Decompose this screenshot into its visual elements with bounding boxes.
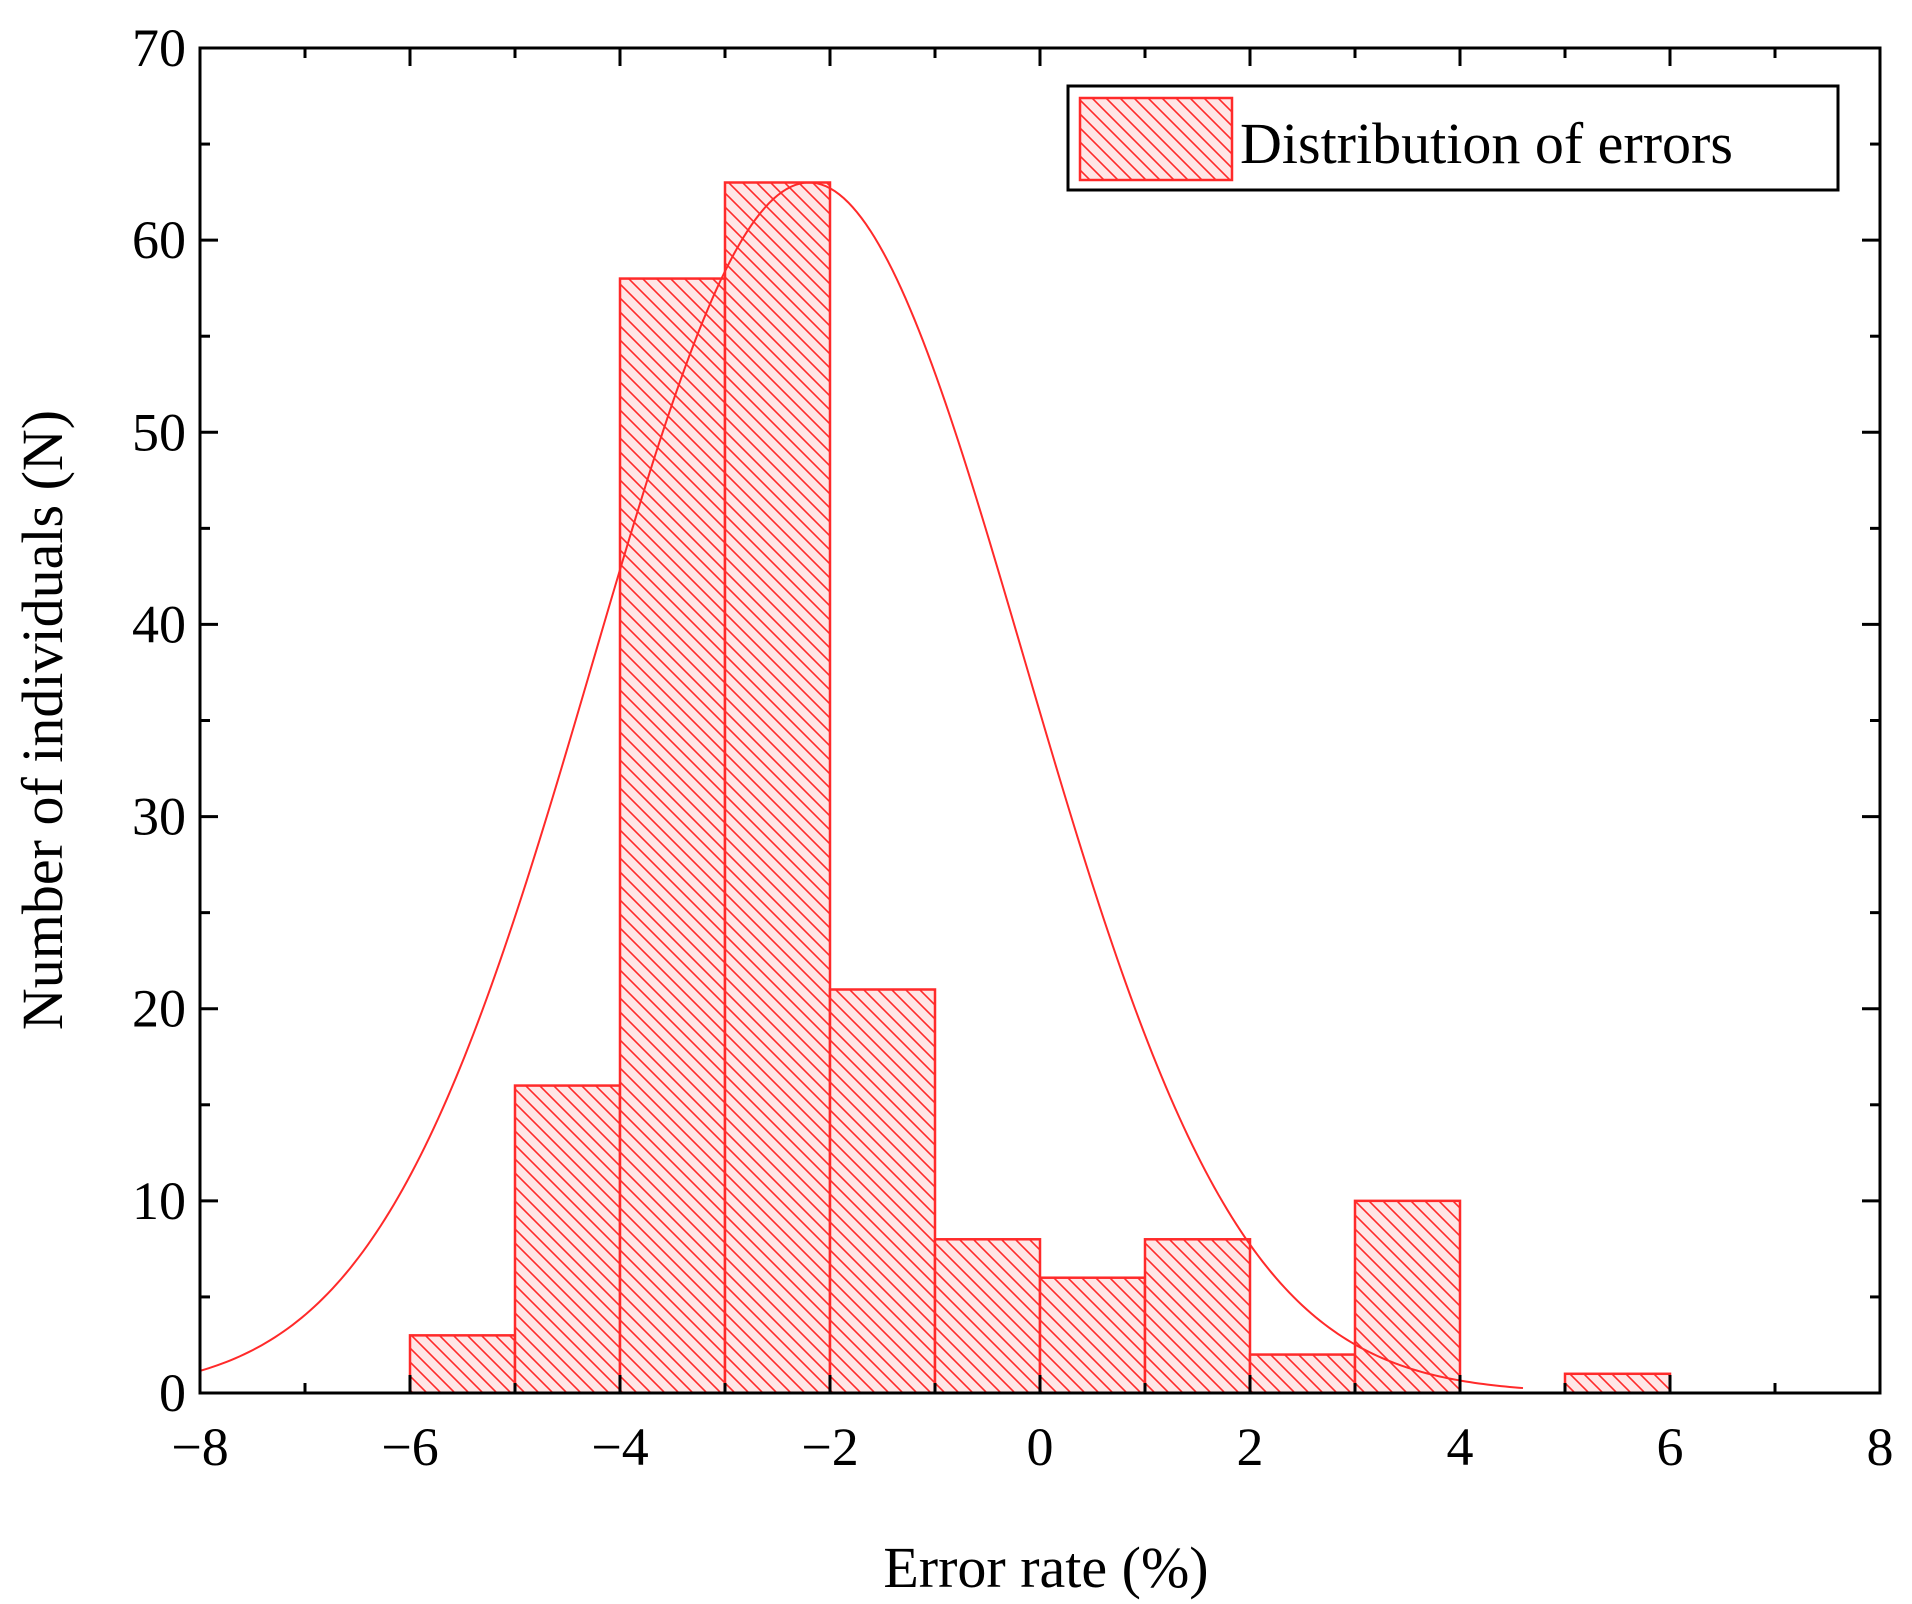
legend-swatch [1078,96,1234,182]
x-tick-label: −8 [171,1417,228,1477]
x-tick-label: −2 [801,1417,858,1477]
x-axis-tick-labels: −8 −6 −4 −2 0 2 4 6 8 [171,1417,1893,1477]
histogram-bar [828,988,937,1395]
x-tick-label: −6 [381,1417,438,1477]
y-tick-label: 20 [132,979,186,1039]
y-tick-label: 30 [132,787,186,847]
x-tick-label: 0 [1027,1417,1054,1477]
histogram-bar [723,181,832,1395]
fit-curve-line [199,181,1524,1390]
x-tick-label: 2 [1237,1417,1264,1477]
histogram-bars [408,181,1672,1395]
y-tick-label: 50 [132,402,186,462]
x-tick-label: 8 [1867,1417,1894,1477]
histogram-bar [408,1334,517,1395]
normal-fit-curve [199,181,1524,1390]
x-tick-label: 4 [1447,1417,1474,1477]
y-axis-title: Number of individuals (N) [10,410,75,1030]
histogram-bar [513,1084,622,1395]
x-tick-label: −4 [591,1417,648,1477]
histogram-bar [618,277,727,1395]
y-tick-label: 10 [132,1171,186,1231]
y-tick-label: 60 [132,210,186,270]
histogram-bar [1038,1276,1147,1395]
histogram-bar [933,1238,1042,1395]
legend: Distribution of errors [1066,84,1840,192]
histogram-bar [1143,1238,1252,1395]
histogram-bar [1353,1199,1462,1395]
y-axis-ticks [200,46,1880,1395]
x-axis-title: Error rate (%) [883,1535,1208,1600]
histogram-bar [1248,1353,1357,1395]
y-axis-tick-labels: 0 10 20 30 40 50 60 70 [132,18,186,1423]
x-axis-ticks [198,48,1882,1393]
histogram-bar [1563,1372,1672,1395]
legend-label: Distribution of errors [1240,111,1733,176]
plot-frame [198,46,1882,1395]
y-tick-label: 40 [132,594,186,654]
y-tick-label: 0 [159,1363,186,1423]
x-tick-label: 6 [1657,1417,1684,1477]
y-tick-label: 70 [132,18,186,78]
